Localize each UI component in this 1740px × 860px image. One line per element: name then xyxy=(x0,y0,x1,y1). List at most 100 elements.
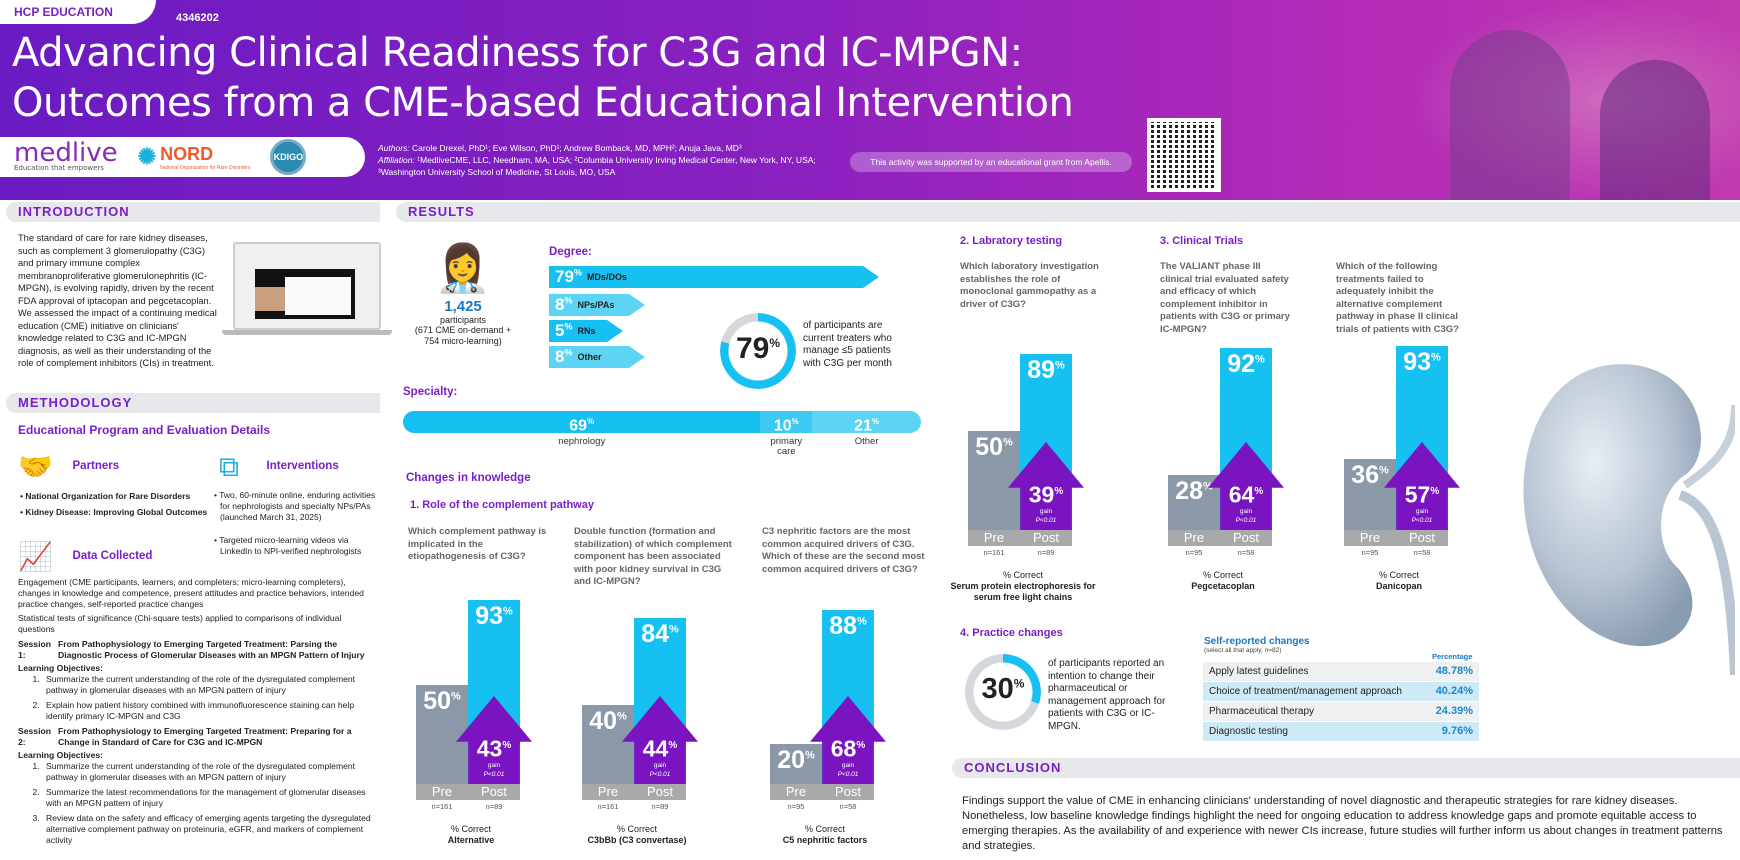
partner-item: National Organization for Rare Disorders xyxy=(18,490,208,503)
authors: Carole Drexel, PhD¹; Eve Wilson, PhD¹; A… xyxy=(412,143,742,153)
degree-value: 8% xyxy=(555,347,573,366)
objective-item: Summarize the current understanding of t… xyxy=(42,674,380,696)
session-2-title: From Pathophysiology to Emerging Targete… xyxy=(58,726,352,747)
chart-caption: % Correct Alternative xyxy=(447,824,495,845)
pre-bar: 40% xyxy=(582,704,634,784)
specialty-bar: 69% 10% 21% xyxy=(403,411,921,433)
chart-axis: Pre Post xyxy=(582,784,686,800)
specialty-label: Specialty: xyxy=(403,386,458,398)
specialty-label-text: primary care xyxy=(770,436,803,457)
objective-item: Summarize the current understanding of t… xyxy=(42,761,380,783)
methodology-subheading: Educational Program and Evaluation Detai… xyxy=(18,423,271,437)
analytics-search-icon: 📈 xyxy=(18,541,53,572)
pre-tick: Pre xyxy=(597,784,619,799)
chart-axis: Pre Post xyxy=(1168,530,1272,546)
section-2-title: 2. Labratory testing xyxy=(960,235,1063,247)
specialty-segment: 69% xyxy=(403,411,761,433)
patient-figure xyxy=(1600,60,1710,200)
gain-label: 68% gain P<0.01 xyxy=(830,736,866,778)
chart-axis: Pre Post xyxy=(968,530,1072,546)
pre-value: 28% xyxy=(1175,476,1213,505)
partners-block: 🤝 Partners National Organization for Rar… xyxy=(18,452,208,521)
table-row: Diagnostic testing 9.76% xyxy=(1203,722,1479,741)
results-heading: RESULTS xyxy=(396,202,1740,222)
sample-sizes: n=95 n=58 xyxy=(787,802,857,811)
hierarchy-icon: ⧉ xyxy=(219,451,239,482)
degree-bar: 79% MDs/DOs xyxy=(549,266,879,288)
clinicians-icon: 👩‍⚕️ xyxy=(434,242,492,294)
nord-logo: ✺ NORD National Organization for Rare Diso… xyxy=(137,143,251,171)
handshake-icon: 🤝 xyxy=(18,451,53,482)
change-label: Apply latest guidelines xyxy=(1209,666,1309,677)
conclusion-heading: CONCLUSION xyxy=(952,758,1740,778)
pre-tick: Pre xyxy=(431,784,453,799)
laptop-video-image xyxy=(222,242,392,338)
header-photo xyxy=(1410,0,1740,200)
treaters-text: of participants are current treaters who… xyxy=(803,320,892,369)
question-4: Which laboratory investigation establish… xyxy=(960,261,1099,310)
authors-block: Authors: Carole Drexel, PhD¹; Eve Wilson… xyxy=(378,143,816,177)
degree-label-text: RNs xyxy=(577,326,596,336)
gain-label: 43% gain P<0.01 xyxy=(476,736,512,778)
post-tick: Post xyxy=(1232,530,1259,545)
post-value: 84% xyxy=(641,619,679,648)
pre-value: 50% xyxy=(423,687,461,715)
chart-axis: Pre Post xyxy=(416,784,520,800)
pre-post-chart: 40% 84% 44% gain P<0.01 Pre Post n=161 n=89 … xyxy=(574,572,724,845)
self-reported-title: Self-reported changes (select all that a… xyxy=(1204,636,1310,654)
affiliation-2: ³Washington University School of Medicin… xyxy=(378,167,616,177)
medlive-logo: medlive Education that empowers xyxy=(14,137,118,172)
section-4-title: 4. Practice changes xyxy=(960,627,1063,639)
qr-code[interactable] xyxy=(1147,118,1221,192)
change-label: Pharmaceutical therapy xyxy=(1209,706,1315,717)
question-1: Which complement pathway is implicated i… xyxy=(408,526,547,562)
clinician-figure xyxy=(1450,30,1570,200)
pre-value: 36% xyxy=(1351,460,1389,489)
table-row: Apply latest guidelines 48.78% xyxy=(1203,662,1479,681)
table-row: Choice of treatment/management approach 4… xyxy=(1203,682,1479,701)
sample-sizes: n=161 n=89 xyxy=(597,802,669,811)
degree-label-text: NPs/PAs xyxy=(577,300,615,310)
specialty-label-text: nephrology xyxy=(558,436,606,447)
change-percentage: 40.24% xyxy=(1435,685,1473,697)
degree-label-text: Other xyxy=(577,352,602,362)
chart-caption: % Correct C3bBb (C3 convertase) xyxy=(587,824,687,845)
post-tick: Post xyxy=(646,784,673,799)
introduction-heading: INTRODUCTION xyxy=(6,202,380,222)
chart-caption: % Correct Serum protein electrophoresis f… xyxy=(950,570,1096,602)
post-tick: Post xyxy=(1032,530,1059,545)
introduction-text: The standard of care for rare kidney dis… xyxy=(18,233,217,368)
change-label: Choice of treatment/management approach xyxy=(1209,686,1402,697)
gain-label: 44% gain P<0.01 xyxy=(642,736,678,778)
section-1-title: 1. Role of the complement pathway xyxy=(410,499,594,511)
chart-axis: Pre Post xyxy=(1344,530,1448,546)
degree-label: Degree: xyxy=(549,246,592,258)
session-1-title: From Pathophysiology to Emerging Targete… xyxy=(58,639,365,660)
pre-value: 40% xyxy=(589,706,627,735)
data-collected-title: 📈 Data Collected xyxy=(18,541,153,572)
knowledge-heading: Changes in knowledge xyxy=(406,472,531,484)
pre-bar: 20% xyxy=(770,744,822,784)
pre-post-chart: 36% 93% 57% gain P<0.01 Pre Post n=95 n=58 %… xyxy=(1336,318,1486,591)
gain-label: 57% gain P<0.01 xyxy=(1404,482,1440,524)
interventions-block: ⧉ Interventions Two, 60-minute online, e… xyxy=(212,452,382,560)
pre-tick: Pre xyxy=(785,784,807,799)
post-value: 93% xyxy=(1403,347,1441,376)
section-3-title: 3. Clinical Trials xyxy=(1160,235,1244,247)
degree-value: 8% xyxy=(555,295,573,314)
post-tick: Post xyxy=(834,784,861,799)
pre-tick: Pre xyxy=(1359,530,1381,545)
pre-bar: 50% xyxy=(416,685,468,784)
pre-tick: Pre xyxy=(983,530,1005,545)
change-label: Diagnostic testing xyxy=(1209,726,1288,737)
gain-label: 39% gain P<0.01 xyxy=(1028,482,1064,524)
pre-bar: 28% xyxy=(1168,474,1220,530)
sample-sizes: n=161 n=89 xyxy=(431,802,503,811)
percentage-header: Percentage xyxy=(1432,652,1473,661)
title-line-2: Outcomes from a CME-based Educational In… xyxy=(12,80,1074,126)
sample-sizes: n=161 n=89 xyxy=(983,548,1055,557)
degree-bar: 5% RNs xyxy=(549,320,623,342)
pre-bar: 36% xyxy=(1344,458,1396,530)
poster-header: HCP EDUCATION 4346202 Advancing Clinical… xyxy=(0,0,1740,200)
chart-caption: % Correct Danicopan xyxy=(1375,570,1422,591)
